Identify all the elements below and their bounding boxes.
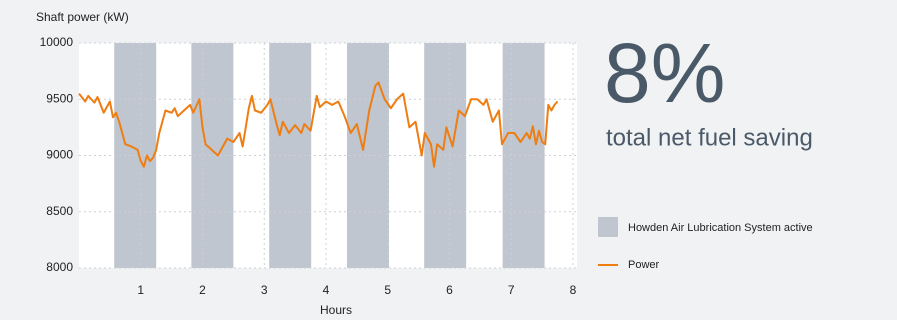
y-axis-title: Shaft power (kW) [36,10,129,24]
y-tick-label: 8000 [46,260,73,274]
x-tick-label: 1 [137,283,144,297]
x-tick-label: 6 [446,283,453,297]
shaded-region [346,43,389,268]
headline-value: 8% [604,26,725,120]
x-tick-label: 3 [261,283,268,297]
legend-label: Howden Air Lubrication System active [628,222,813,234]
x-tick-label: 5 [384,283,391,297]
x-tick-label: 4 [323,283,330,297]
legend-swatch [598,217,618,237]
y-tick-label: 8500 [46,204,73,218]
shaded-region [191,43,234,268]
x-tick-label: 2 [199,283,206,297]
x-tick-label: 8 [570,283,577,297]
y-tick-label: 10000 [40,35,74,49]
x-axis-title: Hours [320,303,352,317]
x-tick-label: 7 [508,283,515,297]
power-line [78,81,559,168]
shaded-region [502,43,545,268]
legend-label: Power [628,259,660,271]
y-tick-label: 9500 [46,91,73,105]
y-tick-label: 9000 [46,148,73,162]
headline-label: total net fuel saving [606,124,813,151]
